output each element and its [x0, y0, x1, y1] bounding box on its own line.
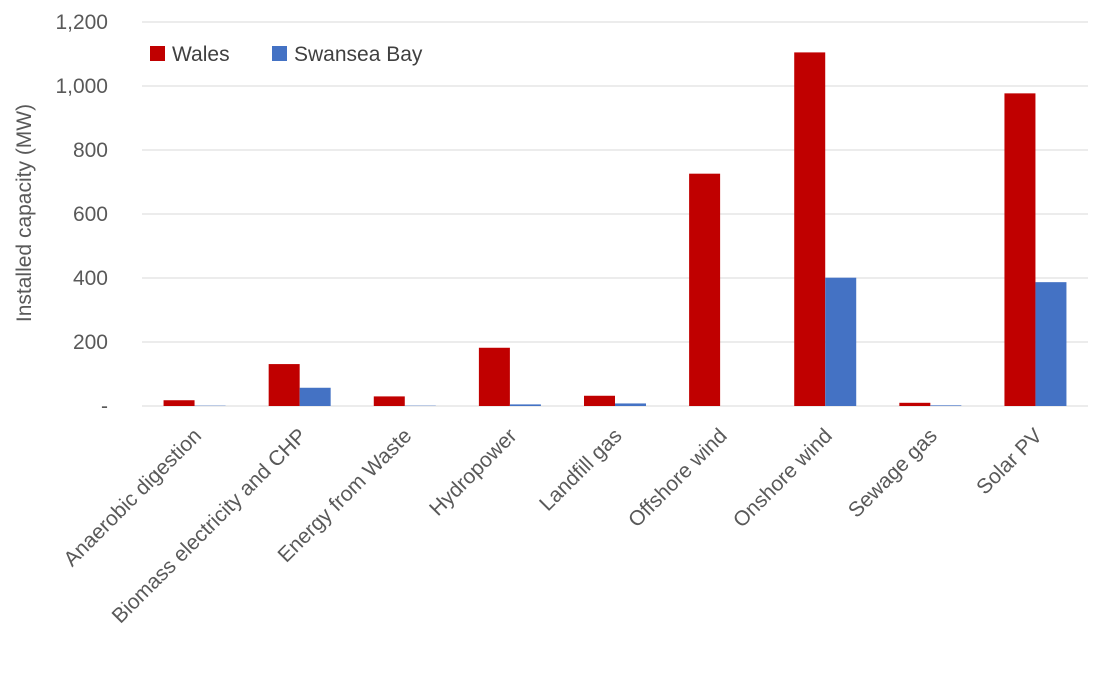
- bar-wales: [163, 400, 195, 406]
- y-tick-label: 1,000: [55, 75, 108, 98]
- gridlines: [142, 21, 1088, 407]
- bar-wales: [1004, 93, 1036, 407]
- y-tick-label: 200: [73, 331, 108, 354]
- x-category-label: Hydropower: [425, 424, 521, 520]
- x-category-label: Landfill gas: [535, 424, 626, 515]
- legend: Wales Swansea Bay: [150, 43, 423, 66]
- bar-wales: [899, 402, 931, 406]
- bar-swansea-bay: [299, 387, 331, 406]
- bar-wales: [689, 173, 721, 406]
- x-category-label: Onshore wind: [729, 424, 837, 532]
- x-category-label: Offshore wind: [624, 424, 732, 532]
- legend-label: Swansea Bay: [294, 43, 423, 66]
- y-tick-label: 800: [73, 139, 108, 162]
- legend-swatch: [272, 46, 287, 61]
- bar-wales: [268, 364, 300, 406]
- bars: [163, 52, 1067, 407]
- y-tick-label: -: [101, 395, 108, 418]
- bar-swansea-bay: [509, 404, 541, 406]
- bar-swansea-bay: [615, 403, 646, 406]
- bar-wales: [794, 52, 826, 407]
- bar-swansea-bay: [825, 277, 857, 406]
- bar-wales: [373, 396, 405, 406]
- x-category-label: Solar PV: [972, 424, 1047, 499]
- x-category-label: Biomass electricity and CHP: [108, 424, 312, 628]
- y-tick-label: 1,200: [55, 11, 108, 34]
- x-category-label: Sewage gas: [844, 424, 942, 522]
- bar-swansea-bay: [930, 405, 962, 406]
- bar-wales: [584, 395, 615, 406]
- legend-label: Wales: [172, 43, 230, 66]
- legend-swatch: [150, 46, 165, 61]
- bar-wales: [478, 347, 510, 406]
- bar-swansea-bay: [1035, 282, 1067, 406]
- y-tick-label: 600: [73, 203, 108, 226]
- y-axis-tick-labels: - 200 400 600 800 1,000 1,200: [55, 11, 108, 418]
- y-tick-label: 400: [73, 267, 108, 290]
- y-axis-title: Installed capacity (MW): [13, 104, 36, 322]
